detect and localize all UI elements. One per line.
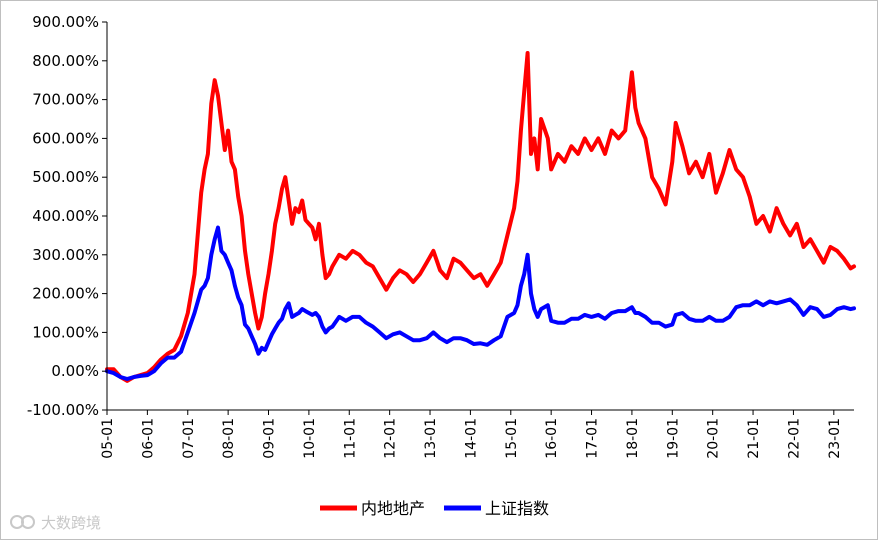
x-tick-label: 05-01: [100, 418, 116, 459]
y-tick-label: 0.00%: [51, 362, 99, 380]
x-tick-label: 11-01: [342, 418, 358, 459]
watermark-logo-icon: [10, 515, 35, 529]
x-tick-label: 07-01: [181, 418, 197, 459]
x-tick-label: 21-01: [746, 418, 762, 459]
x-tick-label: 08-01: [221, 418, 237, 459]
x-tick-label: 10-01: [302, 418, 318, 459]
x-tick-label: 14-01: [463, 418, 479, 459]
legend-label-series-0: 内地地产: [361, 499, 425, 518]
x-tick-label: 15-01: [504, 418, 520, 459]
y-tick-label: 100.00%: [32, 323, 99, 341]
plot-lines: [105, 51, 856, 383]
y-tick-label: 800.00%: [32, 52, 99, 70]
y-tick-label: 700.00%: [32, 91, 99, 109]
y-axis: 900.00% 800.00% 700.00% 600.00% 500.00% 400.0…: [27, 13, 108, 419]
y-tick-label: 500.00%: [32, 168, 99, 186]
legend-label-series-1: 上证指数: [485, 499, 549, 518]
y-tick-label: 300.00%: [32, 246, 99, 264]
y-tick-label: 900.00%: [32, 13, 99, 31]
x-tick-label: 13-01: [423, 418, 439, 459]
x-tick-label: 12-01: [383, 418, 399, 459]
x-tick-label: 22-01: [786, 418, 802, 459]
x-axis: 05-01 06-01 07-01 08-01 09-01 10-01 11-01 12-01…: [100, 409, 854, 459]
y-tick-label: -100.00%: [27, 401, 99, 419]
y-tick-label: 600.00%: [32, 129, 99, 147]
y-tick-label: 200.00%: [32, 285, 99, 303]
y-tick-label: 400.00%: [32, 207, 99, 225]
x-tick-label: 20-01: [706, 418, 722, 459]
x-tick-label: 06-01: [140, 418, 156, 459]
x-tick-label: 19-01: [665, 418, 681, 459]
chart-legend: 内地地产 上证指数: [320, 499, 549, 518]
x-tick-label: 17-01: [585, 418, 601, 459]
x-tick-label: 09-01: [262, 418, 278, 459]
x-tick-label: 18-01: [625, 418, 641, 459]
x-tick-label: 23-01: [827, 418, 843, 459]
series-line-1: [105, 225, 856, 381]
watermark-text: 大数跨境: [41, 514, 101, 532]
series-line-0: [105, 51, 856, 383]
watermark: 大数跨境: [10, 514, 101, 532]
x-tick-label: 16-01: [544, 418, 560, 459]
